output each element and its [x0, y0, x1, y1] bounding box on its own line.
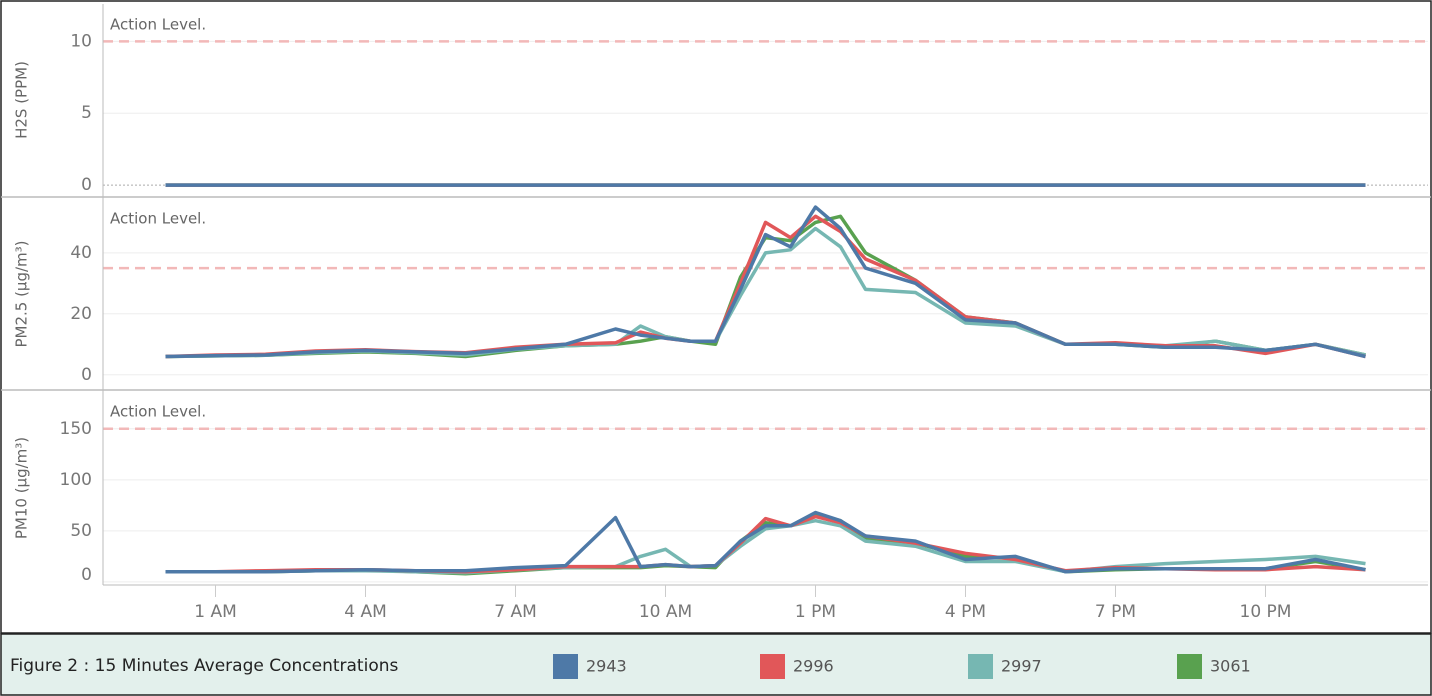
- x-tick-label: 7 PM: [1095, 602, 1136, 622]
- y-tick-label: 5: [81, 103, 92, 123]
- legend-label: 2997: [1001, 657, 1042, 676]
- action-level-label: Action Level.: [110, 403, 206, 421]
- x-tick-label: 4 PM: [945, 602, 986, 622]
- x-tick-label: 7 AM: [494, 602, 537, 622]
- series-line: [165, 205, 1366, 359]
- series-line: [165, 510, 1366, 574]
- y-tick-label: 40: [70, 243, 92, 263]
- legend-swatch: [760, 654, 785, 679]
- y-tick-label: 50: [70, 521, 92, 541]
- y-tick-label: 150: [60, 419, 92, 439]
- legend-swatch: [1177, 654, 1202, 679]
- y-tick-label: 100: [60, 470, 92, 490]
- legend-label: 2996: [793, 657, 834, 676]
- y-tick-label: 10: [70, 31, 92, 51]
- y-tick-label: 0: [81, 175, 92, 195]
- action-level-label: Action Level.: [110, 16, 206, 34]
- y-axis-label: H2S (PPM): [13, 61, 31, 139]
- legend-swatch: [968, 654, 993, 679]
- action-level-label: Action Level.: [110, 210, 206, 228]
- y-tick-label: 20: [70, 304, 92, 324]
- x-tick-label: 4 AM: [344, 602, 387, 622]
- chart-frame: [0, 0, 1432, 634]
- caption: Figure 2 : 15 Minutes Average Concentrat…: [10, 656, 398, 676]
- y-tick-label: 0: [81, 565, 92, 585]
- y-tick-label: 0: [81, 365, 92, 385]
- legend-swatch: [553, 654, 578, 679]
- x-tick-label: 10 PM: [1240, 602, 1292, 622]
- x-tick-label: 10 AM: [639, 602, 692, 622]
- legend-label: 3061: [1210, 657, 1251, 676]
- x-tick-label: 1 AM: [194, 602, 237, 622]
- legend-label: 2943: [586, 657, 627, 676]
- y-axis-label: PM2.5 (µg/m³): [13, 240, 31, 347]
- y-axis-label: PM10 (µg/m³): [13, 437, 31, 539]
- x-tick-label: 1 PM: [795, 602, 836, 622]
